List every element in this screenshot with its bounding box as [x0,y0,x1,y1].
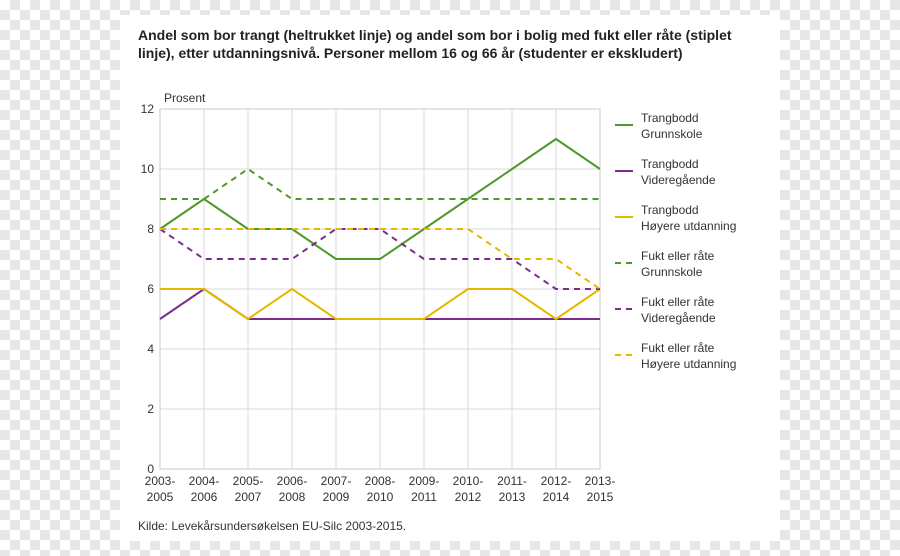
y-tick-label: 10 [141,162,155,176]
legend-label: Videregående [641,311,716,325]
legend-label: Grunnskole [641,127,703,141]
x-tick-label: 2010- [453,474,484,488]
x-tick-label: 2011- [497,474,527,488]
x-tick-label: 2003- [145,474,176,488]
y-tick-label: 8 [147,222,154,236]
x-tick-label: 2011 [411,490,437,504]
page: Andel som bor trangt (heltrukket linje) … [0,0,900,556]
x-tick-label: 2005 [147,490,174,504]
legend-label: Høyere utdanning [641,357,736,371]
y-tick-label: 6 [147,282,154,296]
legend-label: Videregående [641,173,716,187]
x-tick-label: 2009- [409,474,440,488]
x-tick-label: 2009 [323,490,350,504]
x-tick-label: 2012 [455,490,482,504]
y-tick-label: 12 [141,102,155,116]
x-tick-label: 2006 [191,490,218,504]
x-tick-label: 2007 [235,490,262,504]
x-tick-label: 2012- [541,474,572,488]
legend-label: Trangbodd [641,111,699,125]
x-tick-label: 2014 [543,490,570,504]
x-tick-label: 2013- [585,474,616,488]
x-tick-label: 2005- [233,474,264,488]
legend-label: Høyere utdanning [641,219,736,233]
legend-label: Fukt eller råte [641,341,715,355]
x-tick-label: 2004- [189,474,220,488]
legend-label: Trangbodd [641,157,699,171]
y-tick-label: 4 [147,342,154,356]
x-tick-label: 2007- [321,474,352,488]
x-tick-label: 2015 [587,490,614,504]
chart-card: Andel som bor trangt (heltrukket linje) … [120,15,780,541]
legend-label: Fukt eller råte [641,295,715,309]
legend-label: Fukt eller råte [641,249,715,263]
x-tick-label: 2010 [367,490,394,504]
y-tick-label: 2 [147,402,154,416]
x-tick-label: 2006- [277,474,308,488]
legend-label: Trangbodd [641,203,699,217]
x-tick-label: 2008- [365,474,396,488]
x-tick-label: 2008 [279,490,306,504]
legend-label: Grunnskole [641,265,703,279]
chart-svg: 0246810122003-20052004-20062005-20072006… [120,15,780,541]
x-tick-label: 2013 [499,490,526,504]
